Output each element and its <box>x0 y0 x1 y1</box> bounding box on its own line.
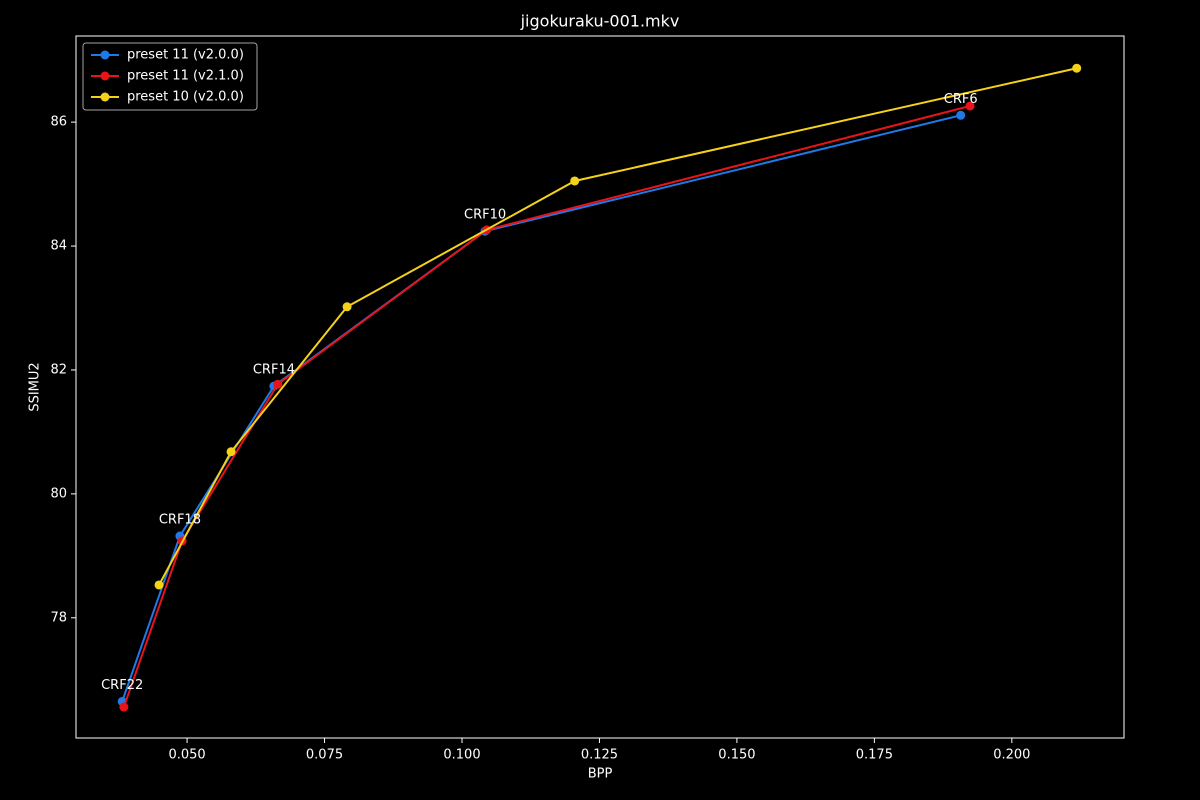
point <box>965 101 975 111</box>
point <box>342 302 352 312</box>
legend-box <box>82 42 258 111</box>
legend-label: preset 11 (v2.1.0) <box>127 69 244 84</box>
chart-title: jigokuraku-001.mkv <box>520 12 680 31</box>
y-tick-label: 80 <box>50 486 67 501</box>
legend: preset 11 (v2.0.0) preset 11 (v2.1.0) pres… <box>82 42 258 111</box>
point <box>119 702 129 712</box>
x-axis-label: BPP <box>588 767 613 782</box>
y-tick-label: 86 <box>50 115 67 130</box>
y-tick-label: 78 <box>50 610 67 625</box>
legend-label: preset 10 (v2.0.0) <box>127 90 244 105</box>
plot-frame <box>75 35 1125 739</box>
legend-marker <box>100 50 110 60</box>
annotation: CRF14 <box>253 363 295 378</box>
point <box>273 379 283 389</box>
x-tick-label: 0.075 <box>306 748 343 763</box>
x-tick-label: 0.200 <box>993 748 1030 763</box>
annotation: CRF10 <box>464 208 506 223</box>
x-tick-label: 0.125 <box>581 748 618 763</box>
y-axis-label: SSIMU2 <box>28 362 43 411</box>
point <box>570 176 580 186</box>
annotation: CRF6 <box>944 92 978 107</box>
x-tick-label: 0.150 <box>718 748 755 763</box>
point <box>154 580 164 590</box>
legend-marker <box>100 92 110 102</box>
x-tick-label: 0.175 <box>856 748 893 763</box>
point <box>226 447 236 457</box>
legend-marker <box>100 71 110 81</box>
y-tick-label: 82 <box>50 362 67 377</box>
annotation: CRF22 <box>101 678 143 693</box>
x-tick-label: 0.050 <box>168 748 205 763</box>
point <box>956 110 966 120</box>
point <box>1072 63 1082 73</box>
y-tick-label: 84 <box>50 239 67 254</box>
annotation: CRF18 <box>159 513 201 528</box>
x-tick-label: 0.100 <box>443 748 480 763</box>
legend-label: preset 11 (v2.0.0) <box>127 48 244 63</box>
